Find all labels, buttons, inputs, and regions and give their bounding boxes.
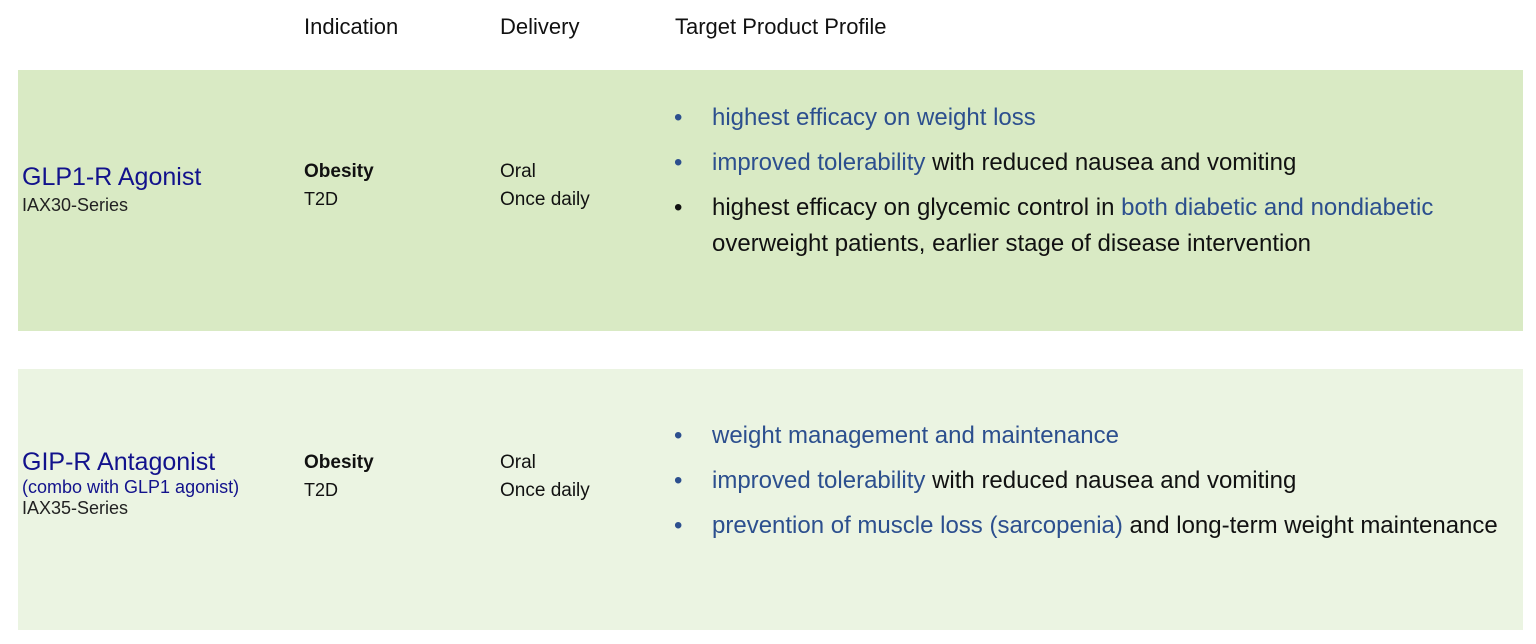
bullet-icon: • — [674, 512, 683, 539]
tpp-item: • improved tolerability with reduced nau… — [674, 145, 1504, 181]
tpp-text-pre: highest efficacy on glycemic control in — [712, 194, 1122, 221]
compound-name: GIP-R Antagonist — [22, 447, 292, 477]
indication-secondary: T2D — [304, 189, 339, 209]
delivery-frequency: Once daily — [500, 189, 590, 210]
compound-name-action: Antagonist — [91, 448, 216, 476]
indication-primary: Obesity — [304, 161, 374, 182]
delivery-frequency: Once daily — [500, 480, 590, 501]
tpp-text: and long-term weight maintenance — [1122, 512, 1498, 539]
compound-cell: GIP-R Antagonist (combo with GLP1 agonis… — [22, 447, 292, 519]
compound-combo-note: (combo with GLP1 agonist) — [22, 477, 240, 497]
bullet-icon: • — [674, 194, 683, 221]
compound-name-target: GIP-R — [22, 448, 92, 476]
compound-cell: GLP1-R Agonist IAX30-Series — [22, 162, 292, 216]
compound-series: IAX35-Series — [22, 498, 129, 518]
table-row: GIP-R Antagonist (combo with GLP1 agonis… — [18, 369, 1523, 630]
tpp-highlight: weight management and maintenance — [712, 422, 1119, 449]
bullet-icon: • — [674, 104, 683, 131]
delivery-route: Oral — [500, 161, 536, 182]
indication-primary: Obesity — [304, 452, 374, 473]
table-header: Indication Delivery Target Product Profi… — [0, 14, 1536, 46]
tpp-item: • weight management and maintenance — [674, 418, 1504, 454]
tpp-highlight: highest efficacy on weight loss — [712, 104, 1036, 131]
tpp-item: • prevention of muscle loss (sarcopenia)… — [674, 508, 1504, 544]
tpp-list: • weight management and maintenance • im… — [674, 418, 1504, 544]
table-row: GLP1-R Agonist IAX30-Series Obesity T2D … — [18, 70, 1523, 331]
delivery-cell: Oral Once daily — [500, 158, 670, 214]
tpp-cell: • weight management and maintenance • im… — [674, 418, 1504, 553]
tpp-item: • highest efficacy on weight loss — [674, 100, 1504, 136]
tpp-list: • highest efficacy on weight loss • impr… — [674, 100, 1504, 262]
header-target-product-profile: Target Product Profile — [675, 14, 887, 39]
tpp-cell: • highest efficacy on weight loss • impr… — [674, 100, 1504, 271]
delivery-route: Oral — [500, 452, 536, 473]
bullet-icon: • — [674, 422, 683, 449]
tpp-highlight: improved tolerability — [712, 149, 926, 176]
tpp-highlight: both diabetic and nondiabetic — [1121, 194, 1434, 221]
bullet-icon: • — [674, 467, 683, 494]
indication-cell: Obesity T2D — [304, 449, 484, 503]
tpp-text: overweight patients, earlier stage of di… — [712, 230, 1312, 257]
tpp-text: with reduced nausea and vomiting — [925, 149, 1297, 176]
tpp-highlight: improved tolerability — [712, 467, 926, 494]
tpp-item: • highest efficacy on glycemic control i… — [674, 190, 1504, 262]
tpp-item: • improved tolerability with reduced nau… — [674, 463, 1504, 499]
indication-cell: Obesity T2D — [304, 158, 484, 212]
bullet-icon: • — [674, 149, 683, 176]
delivery-cell: Oral Once daily — [500, 449, 670, 505]
header-indication: Indication — [304, 14, 399, 39]
tpp-text: with reduced nausea and vomiting — [925, 467, 1297, 494]
tpp-highlight: prevention of muscle loss (sarcopenia) — [712, 512, 1123, 539]
compound-series: IAX30-Series — [22, 195, 129, 215]
indication-secondary: T2D — [304, 480, 339, 500]
header-delivery: Delivery — [500, 14, 580, 39]
compound-name: GLP1-R Agonist — [22, 163, 202, 191]
